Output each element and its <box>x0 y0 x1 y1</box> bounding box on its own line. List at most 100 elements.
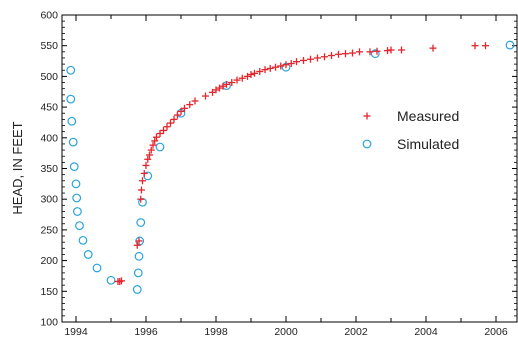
measured-point <box>149 141 157 149</box>
simulated-marker-icon <box>362 139 372 149</box>
measured-point <box>147 146 155 154</box>
measured-point <box>266 64 274 72</box>
measured-point <box>137 186 145 194</box>
measured-point <box>118 277 125 285</box>
simulated-point <box>134 251 144 261</box>
axis-ticks <box>62 14 517 323</box>
measured-point <box>156 130 164 138</box>
y-tick-label: 150 <box>40 286 58 298</box>
measured-point <box>261 66 269 74</box>
measured-point <box>256 67 264 75</box>
simulated-point <box>68 137 78 147</box>
simulated-point <box>505 40 515 50</box>
y-tick-label: 250 <box>40 224 58 236</box>
y-tick-label: 600 <box>40 10 58 22</box>
simulated-point <box>133 268 143 278</box>
x-tick-label: 2004 <box>414 326 438 338</box>
simulated-point <box>66 94 76 104</box>
simulated-point <box>72 207 82 216</box>
measured-point <box>471 42 479 50</box>
measured-point <box>177 107 185 115</box>
measured-point <box>398 46 405 54</box>
measured-point <box>160 126 167 134</box>
y-tick-label: 500 <box>40 71 58 83</box>
y-tick-label: 300 <box>40 194 58 206</box>
measured-point <box>272 63 279 71</box>
plot-area <box>61 14 518 323</box>
simulated-point <box>155 142 165 152</box>
simulated-point <box>370 49 380 59</box>
simulated-point <box>69 162 79 172</box>
legend: Measured Simulated <box>362 108 459 152</box>
measured-point <box>342 50 349 58</box>
measured-point <box>167 119 174 127</box>
measured-point <box>163 123 171 131</box>
measured-marker-icon <box>363 112 371 120</box>
x-tick-label: 1998 <box>204 326 228 338</box>
measured-point <box>228 79 236 87</box>
measured-point <box>135 237 143 245</box>
measured-point <box>140 169 148 177</box>
legend-measured-label: Measured <box>397 108 459 124</box>
y-tick-label: 400 <box>40 132 58 144</box>
measured-point <box>191 97 199 105</box>
measured-point <box>293 58 300 66</box>
measured-point <box>170 115 178 123</box>
simulated-point <box>67 116 77 126</box>
y-tick-label: 200 <box>40 255 58 267</box>
simulated-point <box>106 275 116 285</box>
measured-point <box>181 104 188 112</box>
measured-point <box>146 151 153 159</box>
simulated-point <box>66 65 76 75</box>
legend-simulated-marker <box>362 139 372 149</box>
y-tick-label: 100 <box>40 317 58 329</box>
simulated-point <box>71 179 81 189</box>
simulated-point <box>78 235 88 245</box>
axis-tick-labels: 100 150 200 250 300 350 400 450 500 550 600 1994 199… <box>40 10 507 339</box>
simulated-point <box>72 193 82 203</box>
measured-point <box>142 161 150 169</box>
measured-point <box>373 47 381 55</box>
x-tick-label: 2002 <box>344 326 368 338</box>
measured-point <box>174 111 181 119</box>
measured-point <box>186 101 194 109</box>
y-axis-title: HEAD, IN FEET <box>10 121 25 214</box>
measured-point <box>247 71 255 79</box>
x-tick-label: 2000 <box>274 326 298 338</box>
x-tick-label: 2006 <box>484 326 508 338</box>
simulated-point <box>83 250 93 259</box>
measured-point <box>482 42 489 50</box>
measured-point <box>277 62 285 70</box>
measured-point <box>153 133 160 141</box>
x-tick-label: 1996 <box>134 326 158 338</box>
simulated-point <box>92 263 102 273</box>
measured-point <box>356 48 363 56</box>
measured-point <box>328 52 335 60</box>
measured-point <box>151 137 159 145</box>
y-tick-label: 550 <box>40 40 58 52</box>
y-tick-label: 350 <box>40 163 58 175</box>
measured-point <box>321 53 328 61</box>
simulated-point <box>136 218 146 227</box>
x-tick-label: 1994 <box>64 326 88 338</box>
measured-point <box>366 48 374 56</box>
measured-point <box>202 92 209 100</box>
data-marks <box>66 40 515 294</box>
measured-point <box>233 76 241 84</box>
measured-point <box>251 69 258 77</box>
measured-point <box>314 54 321 62</box>
measured-point <box>282 61 290 69</box>
measured-point <box>349 49 356 57</box>
measured-point <box>223 80 230 88</box>
measured-point <box>287 60 295 68</box>
measured-point <box>307 55 314 63</box>
measured-point <box>300 56 307 64</box>
legend-measured-marker <box>363 112 371 120</box>
legend-simulated-label: Simulated <box>397 136 459 152</box>
measured-point <box>144 155 152 163</box>
y-tick-label: 450 <box>40 102 58 114</box>
simulated-point <box>75 221 84 231</box>
measured-point <box>429 44 437 52</box>
measured-point <box>387 46 395 54</box>
